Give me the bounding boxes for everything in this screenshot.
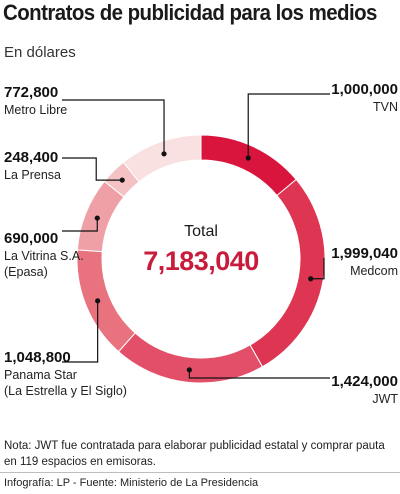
chart-title: Contratos de publicidad para los medios: [3, 0, 377, 25]
slice-medcom: [249, 178, 326, 368]
name-label-la-vitrina-s-a-epasa: La Vitrina S.A.: [4, 249, 84, 263]
value-label-tvn: 1,000,000: [331, 81, 398, 98]
source-credits: Infografía: LP - Fuente: Ministerio de L…: [4, 477, 259, 489]
value-label-jwt: 1,424,000: [331, 373, 398, 390]
name-label-medcom: Medcom: [350, 264, 398, 278]
leader-line-la-prensa: [62, 157, 123, 181]
name-label-panama-star-la-estrella-y-el-siglo: Panama Star: [4, 368, 77, 382]
slice-jwt: [117, 332, 264, 384]
name-label-la-prensa: La Prensa: [4, 168, 61, 182]
name-label-la-vitrina-s-a-epasa-line2: (Epasa): [4, 265, 48, 279]
chart-subtitle: En dólares: [4, 44, 76, 61]
slice-metro-libre: [122, 134, 202, 183]
leader-line-jwt: [188, 369, 330, 379]
total-value: 7,183,040: [143, 246, 259, 276]
footnote: Nota: JWT fue contratada para elaborar p…: [4, 440, 385, 468]
name-label-jwt: JWT: [372, 392, 398, 406]
leader-line-la-vitrina-s-a-epasa: [62, 218, 98, 232]
value-label-panama-star-la-estrella-y-el-siglo: 1,048,800: [4, 349, 71, 366]
total-label: Total: [184, 223, 218, 240]
divider: [0, 472, 400, 473]
slice-panama-star-la-estrella-y-el-siglo: [76, 249, 136, 353]
value-label-la-vitrina-s-a-epasa: 690,000: [4, 230, 58, 247]
value-label-metro-libre: 772,800: [4, 84, 58, 101]
value-label-la-prensa: 248,400: [4, 149, 58, 166]
leader-line-metro-libre: [62, 99, 165, 154]
name-label-metro-libre: Metro Libre: [4, 103, 67, 117]
leader-line-tvn: [247, 93, 330, 158]
value-label-medcom: 1,999,040: [331, 245, 398, 262]
leader-line-panama-star-la-estrella-y-el-siglo: [62, 300, 99, 363]
name-label-tvn: TVN: [373, 100, 398, 114]
name-label-panama-star-la-estrella-y-el-siglo-line2: (La Estrella y El Siglo): [4, 384, 127, 398]
leader-line-medcom: [310, 258, 325, 280]
